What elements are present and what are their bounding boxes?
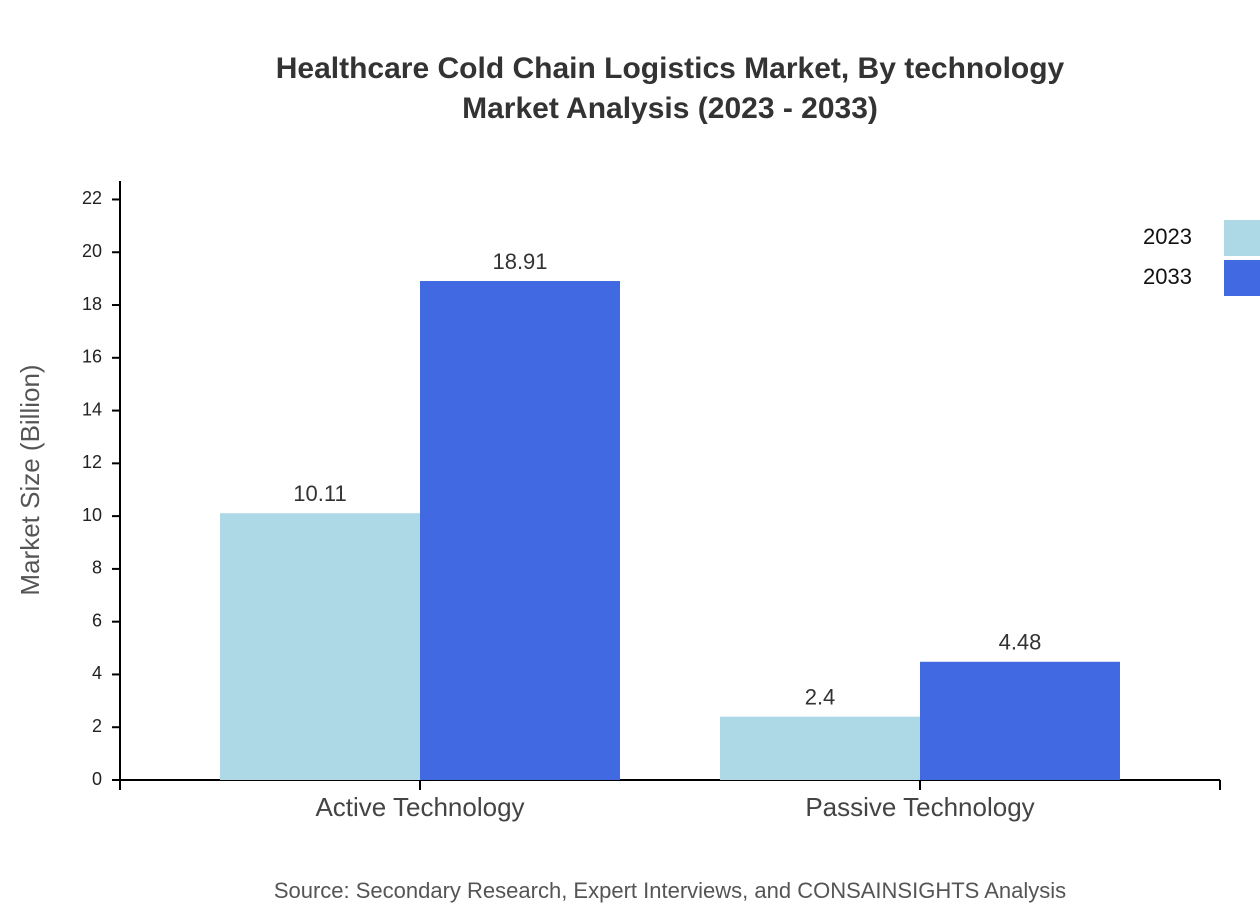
chart-title: Healthcare Cold Chain Logistics Market, …: [276, 52, 1065, 85]
value-label: 10.11: [293, 481, 346, 506]
y-tick-label: 22: [82, 188, 102, 208]
y-tick-label: 20: [82, 241, 102, 261]
y-tick-label: 6: [92, 610, 102, 630]
x-tick-label: Active Technology: [315, 792, 524, 822]
x-tick-label: Passive Technology: [805, 792, 1034, 822]
source-note: Source: Secondary Research, Expert Inter…: [274, 878, 1066, 903]
legend-label: 2033: [1143, 264, 1192, 289]
bar: [720, 716, 920, 780]
y-tick-label: 14: [82, 399, 102, 419]
y-tick-label: 8: [92, 558, 102, 578]
value-label: 2.4: [805, 684, 836, 709]
bar: [920, 661, 1120, 780]
y-axis-label: Market Size (Billion): [15, 364, 45, 595]
y-tick-label: 16: [82, 347, 102, 367]
bar: [420, 281, 620, 780]
y-tick-label: 2: [92, 716, 102, 736]
legend-swatch: [1224, 220, 1260, 256]
chart-subtitle: Market Analysis (2023 - 2033): [462, 92, 878, 125]
legend-swatch: [1224, 260, 1260, 296]
legend-label: 2023: [1143, 224, 1192, 249]
value-label: 18.91: [492, 249, 547, 274]
y-tick-label: 4: [92, 663, 102, 683]
y-tick-label: 18: [82, 294, 102, 314]
value-label: 4.48: [999, 630, 1042, 655]
y-tick-label: 10: [82, 505, 102, 525]
y-tick-label: 12: [82, 452, 102, 472]
bar: [220, 513, 420, 780]
y-tick-label: 0: [92, 769, 102, 789]
